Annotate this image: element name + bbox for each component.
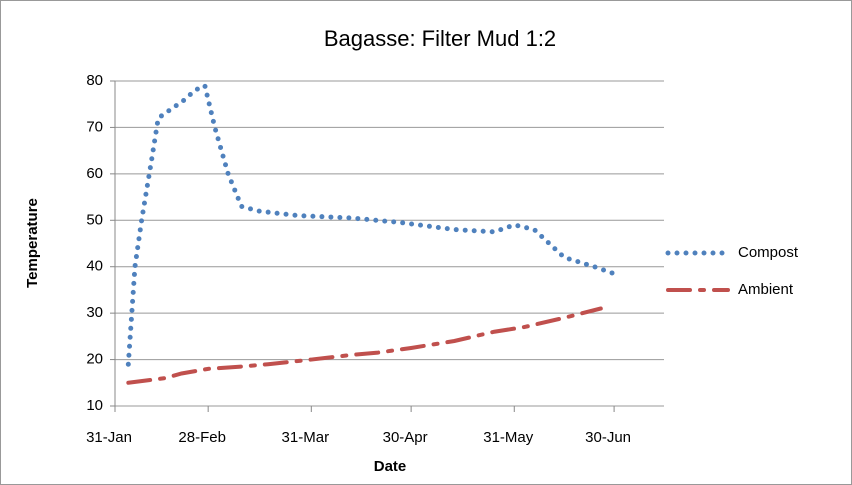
y-tick-label: 80 bbox=[86, 72, 103, 89]
legend-label: Ambient bbox=[738, 281, 794, 298]
y-tick-label: 30 bbox=[86, 304, 103, 321]
x-tick-label: 31-Mar bbox=[282, 429, 330, 446]
line-series bbox=[125, 82, 617, 367]
y-tick-label: 20 bbox=[86, 351, 103, 368]
x-tick-label: 28-Feb bbox=[178, 429, 226, 446]
x-tick-label: 30-Apr bbox=[383, 429, 428, 446]
y-axis-title: Temperature bbox=[24, 198, 41, 288]
y-tick-label: 60 bbox=[86, 165, 103, 182]
chart-title: Bagasse: Filter Mud 1:2 bbox=[324, 26, 556, 51]
y-tick-label: 70 bbox=[86, 118, 103, 135]
x-tick-label: 31-Jan bbox=[86, 429, 132, 446]
y-tick-label: 40 bbox=[86, 258, 103, 275]
y-tick-label: 50 bbox=[86, 211, 103, 228]
y-tick-label: 10 bbox=[86, 397, 103, 414]
x-axis-title: Date bbox=[374, 458, 407, 475]
legend-label: Compost bbox=[738, 244, 799, 261]
line-series bbox=[126, 306, 603, 385]
x-tick-label: 30-Jun bbox=[585, 429, 631, 446]
x-tick-label: 31-May bbox=[483, 429, 534, 446]
